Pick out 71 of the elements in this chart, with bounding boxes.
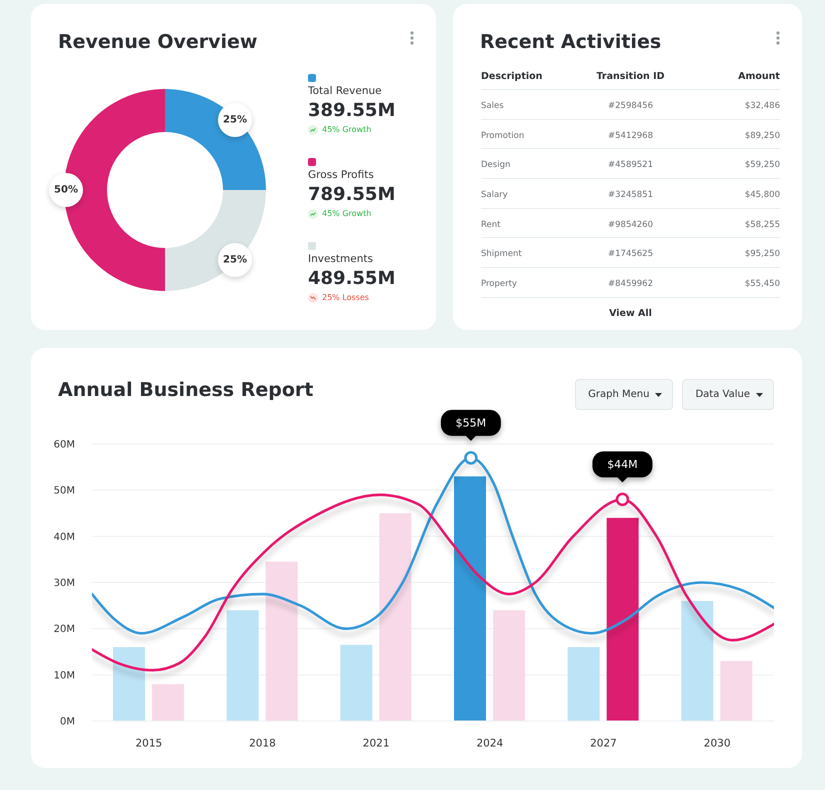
- x-tick-label: 2030: [704, 737, 731, 750]
- annotation: $55M: [456, 416, 486, 430]
- data-label: 25%: [223, 254, 247, 266]
- text: #5412968: [608, 130, 653, 141]
- text: 489.55M: [308, 268, 396, 289]
- data-label: 50%: [54, 184, 78, 196]
- y-tick-label: 20M: [54, 624, 75, 636]
- category-label: Amount: [738, 70, 780, 82]
- bar: [379, 513, 412, 721]
- y-tick-label: 0M: [60, 716, 75, 728]
- text: #1745625: [608, 249, 653, 260]
- text: 45% Growth: [322, 208, 372, 219]
- text: #2598456: [608, 100, 653, 111]
- text: $95,250: [744, 249, 780, 260]
- category-label: Transition ID: [596, 70, 664, 82]
- bar: [606, 518, 639, 721]
- text: 789.55M: [308, 184, 396, 205]
- bar: [720, 660, 752, 721]
- text: Data Value: [695, 389, 750, 400]
- text: Rent: [481, 220, 500, 230]
- x-tick-label: 2021: [362, 737, 390, 750]
- text: Design: [481, 160, 510, 170]
- bar: [226, 610, 259, 721]
- donut-slice: [165, 190, 266, 291]
- text: $59,250: [744, 160, 780, 170]
- y-tick-label: 40M: [54, 532, 75, 543]
- text: #9854260: [608, 220, 653, 230]
- x-tick-label: 2018: [249, 737, 276, 750]
- text: #8459962: [608, 278, 653, 289]
- y-tick-label: 60M: [54, 440, 75, 451]
- data-label: 25%: [223, 114, 247, 126]
- text: Promotion: [481, 130, 524, 141]
- text: $55,450: [744, 278, 780, 289]
- text: Shipment: [481, 249, 522, 260]
- text: Graph Menu: [588, 389, 650, 400]
- text: $89,250: [744, 130, 780, 141]
- text: $58,255: [744, 220, 780, 230]
- text: View All: [609, 308, 652, 319]
- y-tick-label: 30M: [54, 578, 75, 590]
- text: Sales: [481, 100, 504, 111]
- legend-label: Gross Profits: [308, 169, 374, 181]
- text: #3245851: [608, 190, 653, 200]
- bar: [493, 610, 525, 721]
- category-label: Description: [481, 70, 542, 82]
- text: Recent Activities: [480, 31, 662, 53]
- chart-title: Revenue Overview: [58, 31, 258, 53]
- bar: [681, 600, 714, 721]
- text: Salary: [481, 190, 508, 200]
- bar: [568, 647, 600, 721]
- text: 25% Losses: [322, 292, 369, 303]
- annotation: $44M: [607, 458, 638, 471]
- line-series: [92, 492, 774, 672]
- x-tick-label: 2015: [135, 737, 162, 750]
- text: $32,486: [744, 100, 780, 111]
- bar: [266, 562, 298, 721]
- x-tick-label: 2027: [590, 737, 617, 750]
- legend-label: Investments: [308, 253, 373, 265]
- y-tick-label: 50M: [54, 486, 75, 497]
- text: 45% Growth: [322, 124, 372, 135]
- chart-title: Annual Business Report: [58, 379, 314, 401]
- text: $45,800: [744, 190, 780, 200]
- bar: [340, 644, 372, 721]
- x-tick-label: 2024: [476, 737, 504, 750]
- donut-slice: [165, 89, 266, 190]
- bar: [152, 684, 184, 721]
- text: Property: [481, 278, 517, 289]
- bar: [113, 647, 145, 721]
- text: 389.55M: [308, 100, 396, 121]
- y-tick-label: 10M: [54, 670, 75, 682]
- text: #4589521: [608, 160, 653, 170]
- legend-label: Total Revenue: [308, 85, 382, 97]
